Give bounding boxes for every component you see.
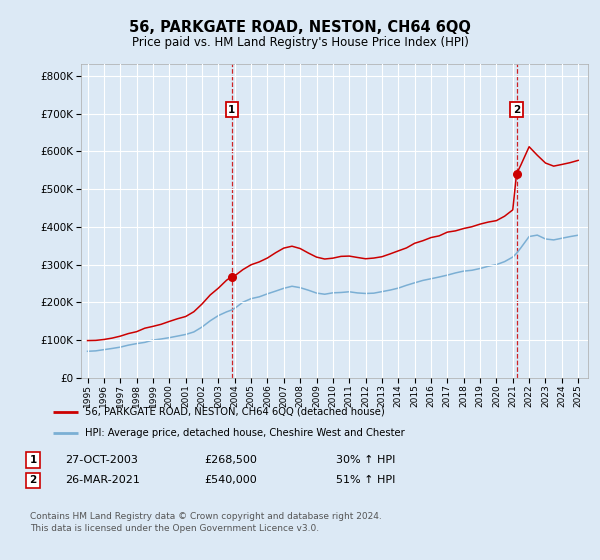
Text: 1: 1	[29, 455, 37, 465]
Text: 56, PARKGATE ROAD, NESTON, CH64 6QQ (detached house): 56, PARKGATE ROAD, NESTON, CH64 6QQ (det…	[85, 407, 385, 417]
Text: £540,000: £540,000	[204, 475, 257, 486]
Text: 56, PARKGATE ROAD, NESTON, CH64 6QQ: 56, PARKGATE ROAD, NESTON, CH64 6QQ	[129, 20, 471, 35]
Text: 26-MAR-2021: 26-MAR-2021	[65, 475, 140, 486]
Text: 1: 1	[228, 105, 235, 115]
Text: 2: 2	[513, 105, 520, 115]
Text: 30% ↑ HPI: 30% ↑ HPI	[336, 455, 395, 465]
Text: Contains HM Land Registry data © Crown copyright and database right 2024.
This d: Contains HM Land Registry data © Crown c…	[30, 512, 382, 533]
Text: HPI: Average price, detached house, Cheshire West and Chester: HPI: Average price, detached house, Ches…	[85, 428, 405, 438]
Text: Price paid vs. HM Land Registry's House Price Index (HPI): Price paid vs. HM Land Registry's House …	[131, 36, 469, 49]
Text: 27-OCT-2003: 27-OCT-2003	[65, 455, 137, 465]
Text: 51% ↑ HPI: 51% ↑ HPI	[336, 475, 395, 486]
Text: £268,500: £268,500	[204, 455, 257, 465]
Text: 2: 2	[29, 475, 37, 486]
